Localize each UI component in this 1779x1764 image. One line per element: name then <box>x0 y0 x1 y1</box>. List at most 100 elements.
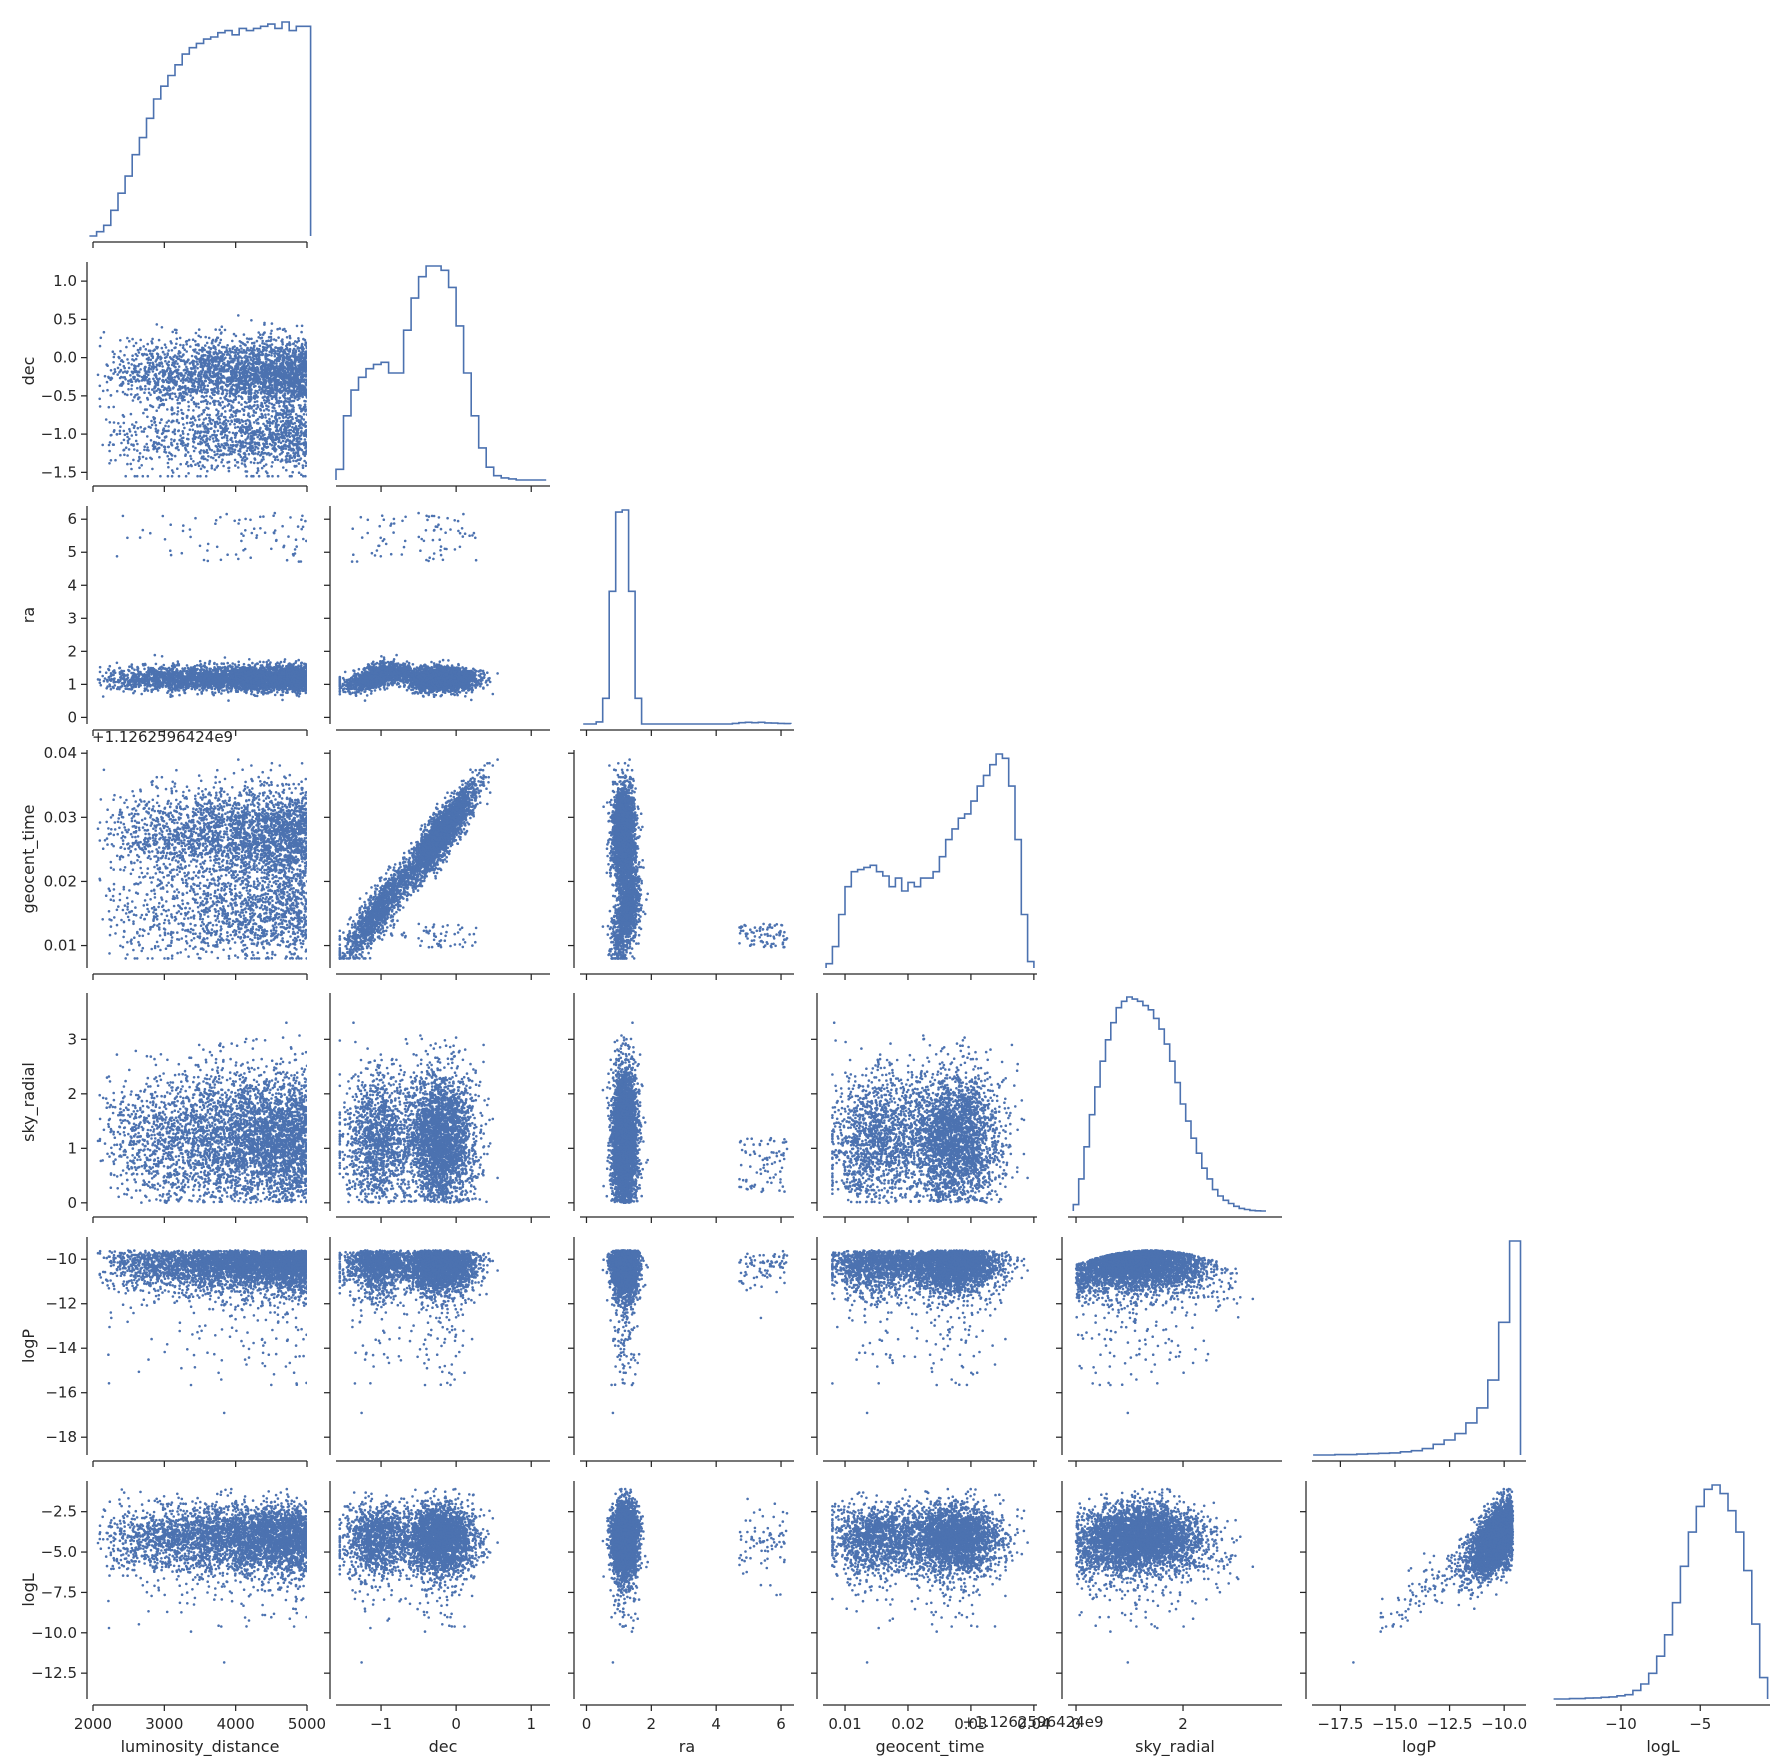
data-point <box>246 375 249 378</box>
data-point <box>241 362 244 365</box>
data-point <box>279 397 282 400</box>
data-point <box>237 359 240 362</box>
data-point <box>139 339 142 342</box>
data-point <box>252 409 255 412</box>
data-point <box>244 360 247 363</box>
data-point <box>144 388 147 391</box>
data-point <box>225 453 228 456</box>
data-point <box>203 396 206 399</box>
data-point <box>151 338 154 341</box>
data-point <box>276 360 279 363</box>
data-point <box>172 379 175 382</box>
data-point <box>194 370 197 373</box>
data-point <box>275 398 278 401</box>
data-point <box>176 467 179 470</box>
data-point <box>207 428 210 431</box>
data-point <box>281 378 284 381</box>
data-point <box>263 331 266 334</box>
data-point <box>187 451 190 454</box>
data-point <box>257 467 260 470</box>
data-point <box>221 356 224 359</box>
data-point <box>183 360 186 363</box>
data-point <box>220 692 223 695</box>
data-point <box>189 428 192 431</box>
data-point <box>142 345 145 348</box>
data-point <box>129 430 132 433</box>
data-point <box>272 514 275 517</box>
data-point <box>113 356 116 359</box>
data-point <box>275 346 278 349</box>
data-point <box>301 343 304 346</box>
data-point <box>207 455 210 458</box>
data-point <box>179 434 182 437</box>
data-point <box>206 452 209 455</box>
data-point <box>223 420 226 423</box>
data-point <box>252 360 255 363</box>
data-point <box>236 418 239 421</box>
data-point <box>198 371 201 374</box>
data-point <box>291 391 294 394</box>
data-point <box>299 422 302 425</box>
data-point <box>178 422 181 425</box>
data-point <box>257 367 260 370</box>
data-point <box>196 381 199 384</box>
data-point <box>158 456 161 459</box>
data-point <box>156 443 159 446</box>
data-point <box>256 370 259 373</box>
data-point <box>174 393 177 396</box>
data-point <box>164 430 167 433</box>
data-point <box>203 435 206 438</box>
data-point <box>284 432 287 435</box>
data-point <box>283 381 286 384</box>
data-point <box>190 417 193 420</box>
data-point <box>182 423 185 426</box>
data-point <box>117 422 120 425</box>
data-point <box>140 363 143 366</box>
data-point <box>98 398 101 401</box>
data-point <box>285 447 288 450</box>
data-point <box>251 378 254 381</box>
y-tick-label: −1.5 <box>41 463 77 481</box>
data-point <box>304 520 307 523</box>
data-point <box>178 475 181 478</box>
data-point <box>228 403 231 406</box>
data-point <box>288 422 291 425</box>
data-point <box>203 451 206 454</box>
data-point <box>305 364 308 367</box>
data-point <box>137 349 140 352</box>
data-point <box>267 405 270 408</box>
data-point <box>171 469 174 472</box>
data-point <box>219 454 222 457</box>
data-point <box>135 440 138 443</box>
y-tick-label: −0.5 <box>41 387 77 405</box>
data-point <box>137 398 140 401</box>
data-point <box>203 458 206 461</box>
data-point <box>199 336 202 339</box>
data-point <box>139 348 142 351</box>
data-point <box>106 364 109 367</box>
data-point <box>154 421 157 424</box>
data-point <box>266 374 269 377</box>
data-point <box>230 437 233 440</box>
data-point <box>246 347 249 350</box>
data-point <box>263 399 266 402</box>
data-point <box>279 383 282 386</box>
data-point <box>284 459 287 462</box>
data-point <box>189 345 192 348</box>
data-point <box>209 359 212 362</box>
data-point <box>269 436 272 439</box>
data-point <box>146 446 149 449</box>
data-point <box>302 453 305 456</box>
data-point <box>140 464 143 467</box>
data-point <box>255 537 258 540</box>
data-point <box>130 413 133 416</box>
data-point <box>234 464 237 467</box>
data-point <box>175 343 178 346</box>
data-point <box>116 390 119 393</box>
data-point <box>237 461 240 464</box>
data-point <box>182 432 185 435</box>
data-point <box>195 402 198 405</box>
data-point <box>297 383 300 386</box>
data-point <box>99 405 102 408</box>
data-point <box>286 452 289 455</box>
